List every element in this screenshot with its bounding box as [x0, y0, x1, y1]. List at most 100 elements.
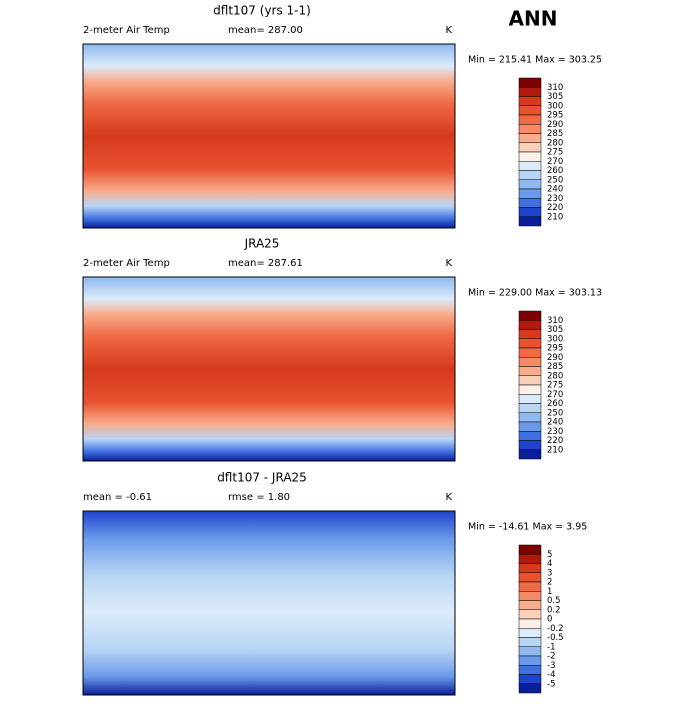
colorbar-label: -1 [547, 642, 555, 652]
colorbar-box [518, 384, 542, 395]
min-max: Min = -14.61 Max = 3.95 [468, 522, 587, 533]
min-max: Min = 215.41 Max = 303.25 [468, 55, 602, 66]
panel-title: dflt107 (yrs 1-1) [213, 4, 311, 18]
colorbar-box [518, 674, 542, 684]
colorbar-label: 260 [547, 399, 563, 409]
colorbar-label: 275 [547, 148, 563, 158]
colorbar-label: 300 [547, 334, 563, 344]
colorbar-label: 240 [547, 185, 563, 195]
colorbar-label: 300 [547, 101, 563, 111]
colorbar-box [518, 366, 542, 376]
left-label: mean = -0.61 [83, 492, 152, 503]
center-label: rmse = 1.80 [228, 492, 290, 503]
colorbar-box [518, 161, 542, 171]
colorbar-box [518, 170, 542, 180]
colorbar-box [518, 628, 542, 638]
map [82, 43, 456, 229]
colorbar-box [518, 431, 542, 441]
colorbar-box [518, 394, 542, 404]
colorbar-label: -5 [547, 679, 555, 689]
colorbar-label: 305 [547, 92, 563, 102]
colorbar-label: 220 [547, 203, 563, 213]
colorbar-box [518, 412, 542, 423]
map [82, 510, 456, 696]
colorbar-box [518, 449, 542, 460]
colorbar-box [518, 114, 542, 125]
colorbar-label: 5 [547, 550, 552, 560]
min-max: Min = 229.00 Max = 303.13 [468, 288, 602, 299]
units: K [445, 258, 452, 269]
colorbar-label: 220 [547, 436, 563, 446]
colorbar-box [518, 105, 542, 116]
colorbar-label: 280 [547, 371, 563, 381]
colorbar-box [518, 609, 542, 620]
colorbar-label: 295 [547, 111, 563, 121]
colorbar-box [518, 591, 542, 601]
colorbar-box [518, 637, 542, 647]
colorbar-label: -4 [547, 670, 555, 680]
colorbar-box [518, 421, 542, 432]
colorbar-label: 210 [547, 212, 563, 222]
colorbar-box [518, 572, 542, 583]
colorbar-box [518, 142, 542, 153]
colorbar-box [518, 188, 542, 199]
colorbar-box [518, 375, 542, 386]
colorbar-label: 240 [547, 418, 563, 428]
colorbar-label: 310 [547, 83, 563, 93]
left-label: 2-meter Air Temp [83, 258, 170, 269]
colorbar-label: 305 [547, 325, 563, 335]
colorbar-label: -2 [547, 652, 555, 662]
colorbar-box [518, 77, 542, 88]
colorbar-label: -0.5 [547, 633, 564, 643]
colorbar-box [518, 683, 542, 694]
colorbar-label: 310 [547, 316, 563, 326]
colorbar-label: -3 [547, 661, 555, 671]
colorbar-label: 0 [547, 615, 552, 625]
colorbar-box [518, 403, 542, 413]
center-label: mean= 287.00 [228, 25, 303, 36]
units: K [445, 492, 452, 503]
colorbar-label: 1 [547, 587, 552, 597]
colorbar-box [518, 618, 542, 629]
colorbar-box [518, 563, 542, 573]
colorbar-box [518, 581, 542, 592]
colorbar-label: 260 [547, 166, 563, 176]
colorbar-label: 275 [547, 381, 563, 391]
colorbar-label: 290 [547, 353, 563, 363]
colorbar-label: 210 [547, 445, 563, 455]
colorbar-box [518, 96, 542, 106]
colorbar-box [518, 198, 542, 208]
colorbar-box [518, 357, 542, 367]
colorbar-label: 285 [547, 362, 563, 372]
colorbar-label: 295 [547, 344, 563, 354]
colorbar-label: 0.5 [547, 596, 561, 606]
colorbar-box [518, 124, 542, 134]
colorbar-label: 250 [547, 175, 563, 185]
colorbar-label: 0.2 [547, 605, 561, 615]
colorbar-label: -0.2 [547, 624, 564, 634]
colorbar-box [518, 544, 542, 555]
colorbar-box [518, 216, 542, 227]
colorbar-label: 230 [547, 427, 563, 437]
left-label: 2-meter Air Temp [83, 25, 170, 36]
colorbar-box [518, 440, 542, 450]
colorbar-label: 280 [547, 138, 563, 148]
panel-title: JRA25 [244, 237, 280, 251]
colorbar-box [518, 320, 542, 330]
colorbar-label: 270 [547, 390, 563, 400]
colorbar-box [518, 554, 542, 564]
map [82, 276, 456, 462]
colorbar-box [518, 310, 542, 321]
colorbar-label: 270 [547, 157, 563, 167]
colorbar-label: 285 [547, 129, 563, 139]
colorbar-box [518, 151, 542, 162]
colorbar-box [518, 329, 542, 339]
colorbar-label: 2 [547, 578, 552, 588]
colorbar-box [518, 347, 542, 358]
colorbar-box [518, 665, 542, 675]
colorbar-label: 230 [547, 194, 563, 204]
units: K [445, 25, 452, 36]
colorbar-box [518, 600, 542, 610]
colorbar-box [518, 133, 542, 143]
